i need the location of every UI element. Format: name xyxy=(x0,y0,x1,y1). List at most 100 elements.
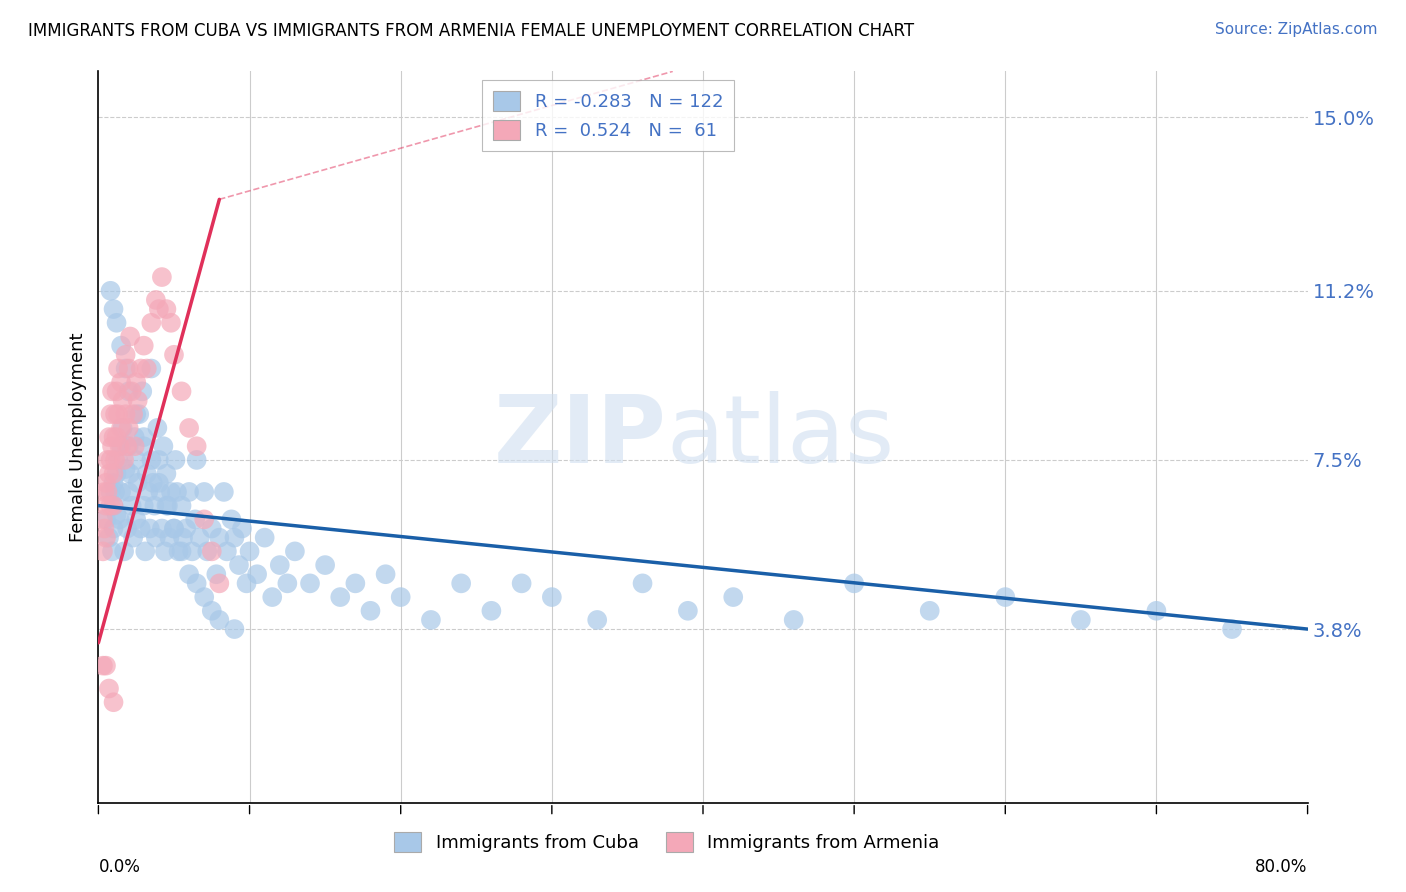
Point xyxy=(98,467,121,481)
Point xyxy=(540,590,562,604)
Point xyxy=(374,567,396,582)
Point xyxy=(481,604,503,618)
Point xyxy=(170,499,193,513)
Point xyxy=(98,430,121,444)
Point xyxy=(201,604,224,618)
Point xyxy=(152,439,174,453)
Text: ZIP: ZIP xyxy=(494,391,666,483)
Point xyxy=(98,531,121,545)
Point xyxy=(94,658,117,673)
Point xyxy=(135,467,157,481)
Point xyxy=(94,499,117,513)
Point xyxy=(100,407,122,421)
Point xyxy=(108,512,131,526)
Point xyxy=(107,453,129,467)
Text: 0.0%: 0.0% xyxy=(98,858,141,876)
Point xyxy=(170,384,193,399)
Point xyxy=(269,558,291,573)
Point xyxy=(148,475,170,490)
Point xyxy=(165,453,187,467)
Point xyxy=(184,512,207,526)
Point xyxy=(131,384,153,399)
Point xyxy=(129,521,152,535)
Point xyxy=(170,544,193,558)
Point xyxy=(105,430,128,444)
Point xyxy=(1144,604,1167,618)
Point xyxy=(132,338,155,352)
Point xyxy=(103,430,125,444)
Point xyxy=(150,521,173,535)
Point xyxy=(115,521,138,535)
Point xyxy=(918,604,941,618)
Point xyxy=(167,544,190,558)
Point xyxy=(153,544,176,558)
Point xyxy=(110,485,132,500)
Point xyxy=(108,439,131,453)
Point xyxy=(103,521,125,535)
Point xyxy=(101,544,124,558)
Point xyxy=(100,453,122,467)
Point xyxy=(145,531,167,545)
Point xyxy=(91,658,114,673)
Point xyxy=(103,499,125,513)
Point xyxy=(360,604,382,618)
Point xyxy=(93,521,115,535)
Point xyxy=(120,467,142,481)
Point xyxy=(201,544,224,558)
Point xyxy=(125,376,148,390)
Point xyxy=(105,316,128,330)
Point xyxy=(1070,613,1092,627)
Point xyxy=(149,485,172,500)
Point xyxy=(148,302,170,317)
Point xyxy=(155,499,177,513)
Point xyxy=(107,407,129,421)
Point xyxy=(205,567,228,582)
Point xyxy=(160,485,183,500)
Point xyxy=(111,393,134,408)
Point xyxy=(93,485,115,500)
Point xyxy=(208,576,231,591)
Point xyxy=(145,293,167,307)
Point xyxy=(212,485,235,500)
Point xyxy=(215,544,238,558)
Text: IMMIGRANTS FROM CUBA VS IMMIGRANTS FROM ARMENIA FEMALE UNEMPLOYMENT CORRELATION : IMMIGRANTS FROM CUBA VS IMMIGRANTS FROM … xyxy=(28,22,914,40)
Point xyxy=(122,407,145,421)
Point xyxy=(246,567,269,582)
Point xyxy=(994,590,1017,604)
Point xyxy=(221,512,243,526)
Point xyxy=(389,590,412,604)
Point xyxy=(122,531,145,545)
Point xyxy=(844,576,866,591)
Point xyxy=(91,544,114,558)
Point xyxy=(94,475,117,490)
Point xyxy=(193,485,215,500)
Point xyxy=(159,531,181,545)
Point xyxy=(129,361,152,376)
Point xyxy=(96,453,118,467)
Point xyxy=(118,361,141,376)
Point xyxy=(110,421,132,435)
Point xyxy=(103,467,125,481)
Point xyxy=(114,348,136,362)
Point xyxy=(104,485,127,500)
Point xyxy=(420,613,443,627)
Point xyxy=(112,453,135,467)
Point xyxy=(510,576,533,591)
Point xyxy=(188,531,211,545)
Point xyxy=(105,384,128,399)
Point xyxy=(156,499,179,513)
Text: 80.0%: 80.0% xyxy=(1256,858,1308,876)
Point xyxy=(101,384,124,399)
Point xyxy=(96,485,118,500)
Text: atlas: atlas xyxy=(666,391,896,483)
Point xyxy=(676,604,699,618)
Point xyxy=(1220,622,1243,636)
Point xyxy=(186,576,208,591)
Point xyxy=(160,316,183,330)
Point xyxy=(103,475,125,490)
Point xyxy=(121,499,143,513)
Point xyxy=(134,544,156,558)
Point xyxy=(172,531,194,545)
Point xyxy=(314,558,336,573)
Point xyxy=(179,421,201,435)
